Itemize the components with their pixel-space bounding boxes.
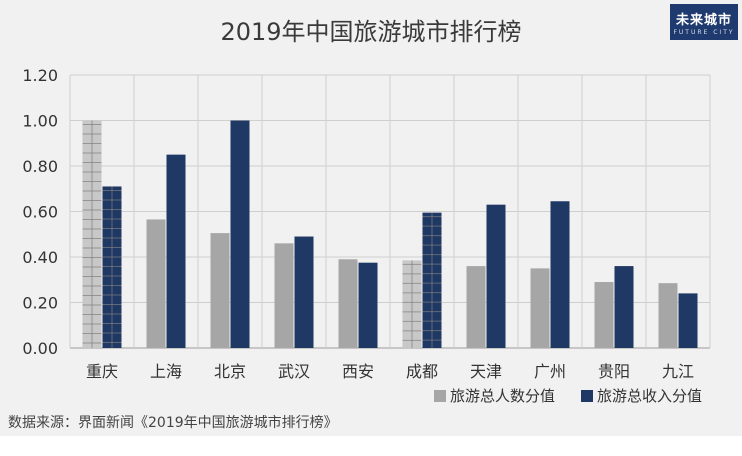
x-tick-label: 重庆 [86, 362, 118, 381]
y-tick-label: 0.00 [22, 339, 58, 358]
bar-s2 [358, 262, 378, 348]
bar-s1 [274, 243, 294, 348]
brand-logo: 未来城市 FUTURE CITY [670, 4, 738, 40]
legend-label: 旅游总人数分值 [450, 387, 555, 405]
legend-swatch [581, 390, 593, 402]
x-tick-label: 贵阳 [598, 362, 630, 381]
logo-subtext: FUTURE CITY [673, 29, 735, 36]
x-tick-label: 广州 [534, 362, 566, 381]
bar-s1 [658, 283, 678, 348]
bar-s2 [678, 293, 698, 348]
x-tick-label: 西安 [342, 362, 374, 381]
legend-swatch [434, 390, 446, 402]
y-tick-label: 0.80 [22, 157, 58, 176]
y-tick-label: 1.00 [22, 112, 58, 131]
legend-label: 旅游总收入分值 [597, 387, 702, 405]
chart-panel [0, 0, 742, 436]
x-tick-label: 上海 [150, 362, 182, 381]
bar-s1 [338, 259, 358, 348]
x-tick-label: 九江 [662, 362, 694, 381]
logo-text: 未来城市 [675, 13, 732, 28]
bar-s2 [294, 236, 314, 348]
bar-s1 [210, 233, 230, 348]
bar-s2 [166, 154, 186, 348]
bar-s1 [594, 282, 614, 348]
bar-s2 [486, 204, 506, 348]
bar-s1 [530, 268, 550, 348]
x-tick-label: 天津 [470, 362, 502, 381]
y-tick-label: 0.60 [22, 203, 58, 222]
bar-s2 [614, 266, 634, 348]
source-note: 数据来源：界面新闻《2019年中国旅游城市排行榜》 [8, 415, 338, 431]
bar-s2 [550, 201, 570, 348]
y-tick-label: 0.20 [22, 294, 58, 313]
bar-s1 [146, 219, 166, 348]
bar-s2 [230, 120, 250, 348]
y-tick-label: 1.20 [22, 66, 58, 85]
bar-s1 [466, 266, 486, 348]
x-tick-label: 武汉 [278, 362, 310, 381]
chart-title: 2019年中国旅游城市排行榜 [220, 18, 522, 46]
bar-chart: 0.00 0.20 0.40 0.60 0.80 1.00 1.20 重庆 上海 北京 武汉 西安 成都… [22, 66, 711, 405]
y-tick-label: 0.40 [22, 248, 58, 267]
x-tick-label: 北京 [214, 362, 246, 381]
x-tick-label: 成都 [406, 362, 438, 381]
